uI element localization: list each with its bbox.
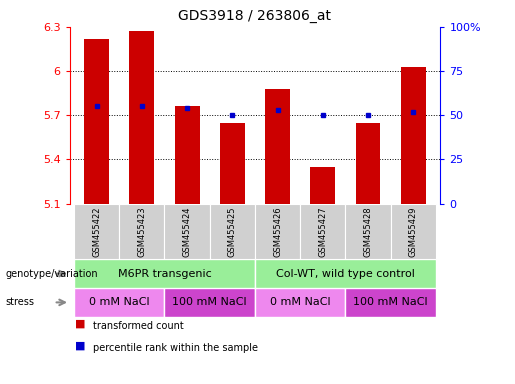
Bar <box>220 122 245 204</box>
Text: GSM455424: GSM455424 <box>183 206 192 257</box>
Text: GSM455423: GSM455423 <box>138 206 146 257</box>
Bar <box>84 39 109 204</box>
Text: stress: stress <box>5 297 34 308</box>
Text: GSM455422: GSM455422 <box>92 206 101 257</box>
Text: percentile rank within the sample: percentile rank within the sample <box>93 343 258 353</box>
Bar <box>265 89 290 204</box>
Bar <box>255 259 436 288</box>
Bar <box>255 288 346 317</box>
Bar <box>74 259 255 288</box>
Bar <box>311 167 335 204</box>
Text: GSM455429: GSM455429 <box>409 206 418 257</box>
Title: GDS3918 / 263806_at: GDS3918 / 263806_at <box>178 9 332 23</box>
Text: 100 mM NaCl: 100 mM NaCl <box>353 297 428 308</box>
Text: GSM455425: GSM455425 <box>228 206 237 257</box>
Bar <box>129 31 154 204</box>
Bar <box>164 204 210 259</box>
Bar <box>300 204 346 259</box>
Text: 100 mM NaCl: 100 mM NaCl <box>173 297 247 308</box>
Text: GSM455427: GSM455427 <box>318 206 327 257</box>
Bar <box>119 204 164 259</box>
Text: Col-WT, wild type control: Col-WT, wild type control <box>276 268 415 279</box>
Text: ■: ■ <box>75 341 85 351</box>
Text: genotype/variation: genotype/variation <box>5 268 98 279</box>
Text: GSM455428: GSM455428 <box>364 206 372 257</box>
Text: transformed count: transformed count <box>93 321 183 331</box>
Text: M6PR transgenic: M6PR transgenic <box>117 268 211 279</box>
Bar <box>175 106 199 204</box>
Bar <box>255 204 300 259</box>
Bar <box>210 204 255 259</box>
Bar <box>355 122 381 204</box>
Text: GSM455426: GSM455426 <box>273 206 282 257</box>
Bar <box>74 288 164 317</box>
Text: ■: ■ <box>75 319 85 329</box>
Bar <box>164 288 255 317</box>
Text: 0 mM NaCl: 0 mM NaCl <box>89 297 149 308</box>
Bar <box>346 288 436 317</box>
Bar <box>74 204 119 259</box>
Bar <box>390 204 436 259</box>
Text: 0 mM NaCl: 0 mM NaCl <box>270 297 331 308</box>
Bar <box>346 204 390 259</box>
Bar <box>401 66 425 204</box>
